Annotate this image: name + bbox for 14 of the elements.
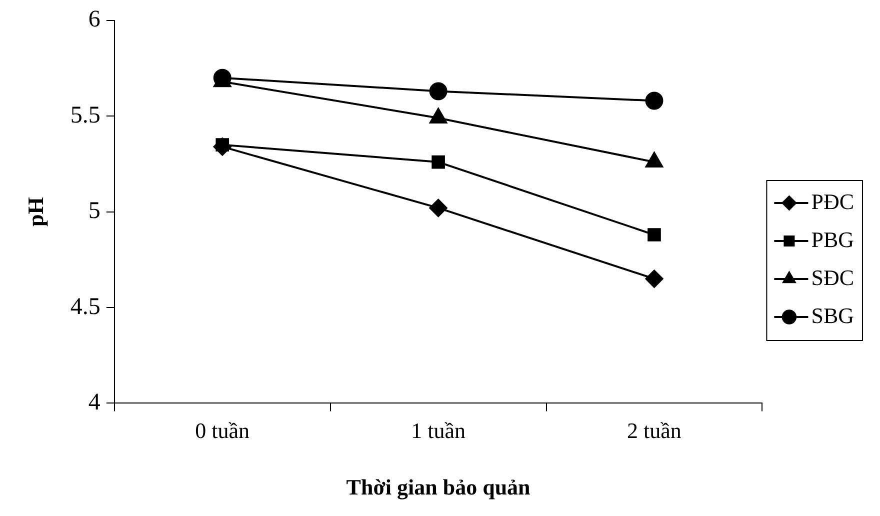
x-axis-title: Thời gian bảo quản [346,474,530,500]
legend-label: PBG [811,226,854,252]
x-tick-label: 1 tuần [411,418,466,444]
y-axis-title: pH [22,197,48,226]
y-tick-label: 5.5 [70,102,100,128]
y-tick-label: 4.5 [70,294,100,320]
legend-label: SBG [811,302,854,328]
legend-label: SĐC [811,264,854,290]
legend-label: PĐC [811,188,854,214]
y-tick-label: 6 [88,6,100,33]
y-tick-label: 5 [88,198,100,224]
x-tick-label: 2 tuần [627,418,682,444]
y-tick-label: 4 [88,389,100,416]
x-tick-label: 0 tuần [195,418,250,444]
